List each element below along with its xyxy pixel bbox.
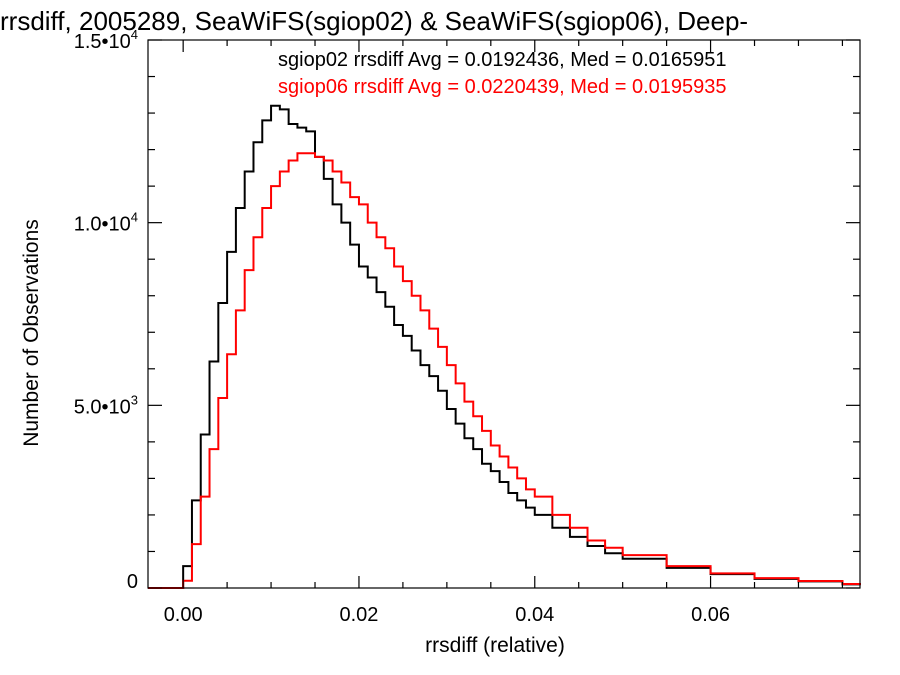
y-axis-label: Number of Observations xyxy=(20,219,43,447)
x-axis-label: rrsdiff (relative) xyxy=(425,634,565,657)
y-tick-label: 0 xyxy=(127,571,138,593)
y-tick-label: 1.5•104 xyxy=(74,27,138,53)
x-tick-label: 0.04 xyxy=(515,604,554,626)
x-tick-label: 0.02 xyxy=(339,604,378,626)
series-layer xyxy=(148,104,861,589)
x-tick-label: 0.06 xyxy=(691,604,730,626)
y-tick-label: 1.0•104 xyxy=(74,210,138,236)
x-tick-label: 0.00 xyxy=(164,604,203,626)
annotation-sgiop06-stats: sgiop06 rrsdiff Avg = 0.0220439, Med = 0… xyxy=(278,76,727,98)
series-line-1 xyxy=(148,152,861,589)
tick-layer: 0.00 0.02 0.04 0.06 0 5.0•103 1.0•104 1.5•104 xyxy=(74,27,860,626)
annotation-sgiop02-stats: sgiop02 rrsdiff Avg = 0.0192436, Med = 0… xyxy=(278,49,727,71)
chart-title: rrsdiff, 2005289, SeaWiFS(sgiop02) & Sea… xyxy=(0,6,749,36)
series-line-0 xyxy=(148,104,861,589)
plot-frame xyxy=(147,39,861,589)
y-tick-label: 5.0•103 xyxy=(74,392,138,418)
